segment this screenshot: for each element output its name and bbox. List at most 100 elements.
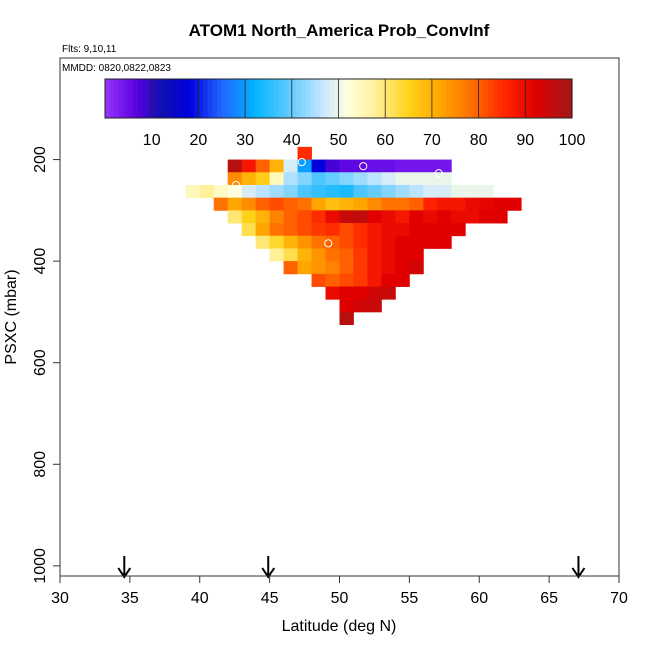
heatmap-cell: [283, 210, 298, 224]
heatmap-cell: [451, 223, 466, 237]
heatmap-cell: [395, 223, 410, 237]
colorbar-swatch: [147, 79, 153, 118]
heatmap-cell: [283, 261, 298, 275]
marker-point: [434, 169, 443, 178]
y-tick-label: 600: [32, 349, 49, 376]
colorbar-swatch: [249, 79, 256, 118]
marker-point: [269, 290, 278, 299]
x-tick-label: 30: [51, 590, 69, 607]
heatmap-cell: [297, 184, 312, 199]
colorbar-swatch: [329, 79, 335, 118]
heatmap-cell: [451, 197, 466, 211]
x-tick-label: 65: [540, 590, 558, 607]
colorbar-swatch: [403, 79, 410, 118]
colorbar-tick-label: 90: [516, 132, 534, 149]
colorbar-swatch: [525, 79, 531, 118]
colorbar-swatch: [380, 79, 386, 118]
colorbar-swatch: [254, 79, 260, 118]
heatmap-cell: [325, 184, 340, 199]
heatmap-cell: [479, 184, 494, 199]
heatmap-cell: [395, 172, 410, 186]
marker-point: [297, 158, 306, 167]
colorbar-swatch: [520, 79, 526, 118]
colorbar-tick-label: 50: [330, 132, 348, 149]
colorbar-tick-label: 30: [236, 132, 254, 149]
x-tick-label: 35: [121, 590, 139, 607]
heatmap-cell: [269, 197, 285, 211]
heatmap-cell: [255, 184, 271, 199]
heatmap-cell: [339, 311, 354, 326]
heatmap-cell: [381, 159, 396, 173]
heatmap-cell: [297, 146, 312, 160]
y-tick-label: 400: [32, 248, 49, 275]
heatmap-cell: [423, 210, 438, 224]
colorbar-swatch: [515, 79, 522, 118]
heatmap-cell: [479, 197, 494, 211]
heatmap-cell: [269, 223, 285, 237]
colorbar-swatch: [441, 79, 447, 118]
heatmap-cell: [381, 261, 396, 275]
colorbar-swatch: [413, 79, 419, 118]
heatmap-cell: [241, 210, 257, 224]
colorbar-swatch: [296, 79, 302, 118]
colorbar-swatch: [385, 79, 391, 118]
colorbar-swatch: [175, 79, 181, 118]
heatmap-cell: [465, 210, 480, 224]
colorbar-swatch: [427, 79, 433, 118]
heatmap-cell: [339, 159, 354, 173]
colorbar-swatch: [263, 79, 270, 118]
heatmap-cell: [311, 273, 326, 287]
colorbar-swatch: [282, 79, 288, 118]
heatmap-cell: [297, 159, 312, 173]
heatmap-cell: [227, 172, 243, 186]
colorbar-swatch: [469, 79, 475, 118]
colorbar-swatch: [557, 79, 564, 118]
colorbar-swatch: [511, 79, 517, 118]
heatmap-cell: [311, 235, 326, 249]
heatmap-cell: [199, 184, 215, 199]
colorbar: 10 20 30 40 50 60 70 80 90 100: [104, 78, 585, 149]
heatmap-cell: [409, 184, 424, 199]
heatmap-cell: [269, 159, 285, 173]
colorbar-swatch: [198, 79, 204, 118]
colorbar-swatch: [352, 79, 358, 118]
heatmap-cell: [423, 172, 438, 186]
heatmap-cell: [325, 235, 340, 249]
colorbar-swatch: [291, 79, 298, 118]
heatmap-cell: [409, 248, 424, 262]
heatmap-cell: [381, 235, 396, 249]
heatmap-cell: [241, 159, 257, 173]
heatmap-cell: [367, 261, 382, 275]
heatmap-cell: [339, 286, 354, 300]
colorbar-swatch: [193, 79, 199, 118]
heatmap-cell: [297, 235, 312, 249]
colorbar-swatch: [105, 79, 111, 118]
heatmap-cell: [227, 210, 243, 224]
heatmap-cell: [367, 235, 382, 249]
heatmap-cell: [437, 159, 452, 173]
heatmap-cell: [409, 172, 424, 186]
heatmap-cell: [297, 197, 312, 211]
heatmap-cell: [185, 184, 201, 199]
colorbar-tick-label: 60: [376, 132, 394, 149]
heatmap-cell: [395, 261, 410, 275]
colorbar-swatch: [245, 79, 251, 118]
heatmap-cell: [367, 273, 382, 287]
heatmap-cell: [241, 172, 257, 186]
heatmap-cell: [353, 299, 368, 313]
colorbar-swatch: [539, 79, 545, 118]
heatmap-cell: [283, 223, 298, 237]
colorbar-swatch: [436, 79, 442, 118]
heatmap-cell: [423, 197, 438, 211]
arrow-head: [261, 567, 276, 579]
y-axis: 200 400 600 800 1000: [32, 146, 61, 584]
heatmap-cell: [409, 210, 424, 224]
heatmap-cell: [367, 197, 382, 211]
heatmap-cell: [255, 223, 271, 237]
colorbar-swatch: [259, 79, 265, 118]
colorbar-swatch: [114, 79, 120, 118]
heatmap-cell: [353, 184, 368, 199]
heatmap-cell: [325, 248, 340, 262]
heatmap-cell: [325, 159, 340, 173]
